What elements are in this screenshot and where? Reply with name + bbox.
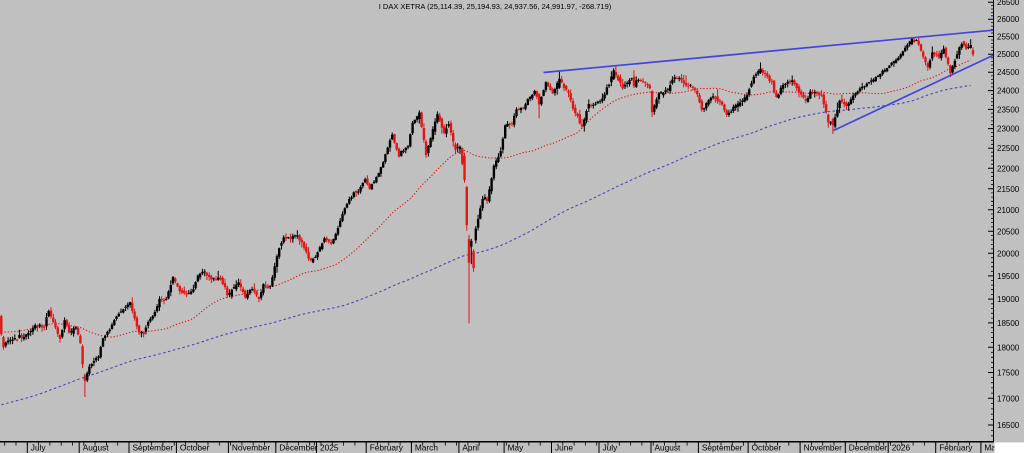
svg-text:February: February	[370, 443, 404, 453]
svg-text:August: August	[83, 443, 110, 453]
svg-text:June: June	[555, 443, 573, 453]
svg-text:December: December	[849, 443, 888, 453]
svg-text:September: September	[133, 443, 174, 453]
svg-text:26000: 26000	[997, 15, 1020, 24]
svg-text:24500: 24500	[997, 68, 1020, 77]
svg-text:20000: 20000	[997, 249, 1020, 258]
svg-text:22500: 22500	[997, 144, 1020, 153]
svg-text:2026: 2026	[892, 443, 911, 453]
svg-text:March: March	[415, 443, 438, 453]
svg-text:April: April	[462, 443, 479, 453]
svg-text:July: July	[31, 443, 47, 453]
svg-text:August: August	[655, 443, 682, 453]
svg-text:17000: 17000	[997, 394, 1020, 403]
svg-text:September: September	[702, 443, 743, 453]
svg-text:23500: 23500	[997, 105, 1020, 114]
svg-text:October: October	[752, 443, 782, 453]
svg-text:22000: 22000	[997, 164, 1020, 173]
svg-text:December: December	[279, 443, 318, 453]
svg-text:I DAX XETRA (25,114.39, 25,194: I DAX XETRA (25,114.39, 25,194.93, 24,93…	[379, 2, 612, 11]
svg-text:25000: 25000	[997, 50, 1020, 59]
svg-text:26500: 26500	[997, 0, 1020, 7]
svg-text:November: November	[804, 443, 843, 453]
svg-text:25500: 25500	[997, 33, 1020, 42]
svg-text:October: October	[180, 443, 210, 453]
svg-text:21500: 21500	[997, 185, 1020, 194]
svg-text:20500: 20500	[997, 227, 1020, 236]
svg-text:November: November	[232, 443, 271, 453]
svg-text:18500: 18500	[997, 319, 1020, 328]
svg-text:19000: 19000	[997, 295, 1020, 304]
svg-text:July: July	[603, 443, 619, 453]
svg-text:21000: 21000	[997, 206, 1020, 215]
svg-text:2025: 2025	[320, 443, 339, 453]
svg-text:May: May	[508, 443, 525, 453]
svg-text:24000: 24000	[997, 87, 1020, 96]
svg-text:February: February	[939, 443, 973, 453]
svg-text:18000: 18000	[997, 343, 1020, 352]
svg-text:23000: 23000	[997, 125, 1020, 134]
svg-text:17500: 17500	[997, 369, 1020, 378]
svg-text:16500: 16500	[997, 421, 1020, 430]
svg-text:19500: 19500	[997, 272, 1020, 281]
